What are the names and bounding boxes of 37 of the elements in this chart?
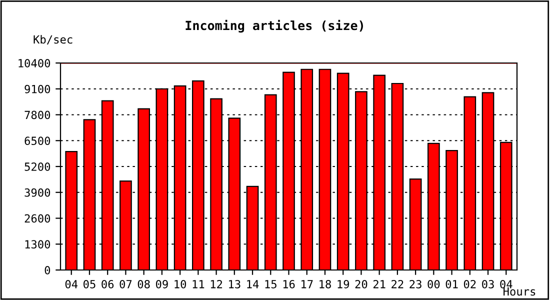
x-tick-label: 03 (482, 280, 494, 288)
x-tick-label: 19 (338, 280, 350, 288)
y-tick-label: 6500 (24, 136, 50, 146)
x-tick-label: 11 (192, 280, 204, 288)
y-tick-label: 5200 (24, 162, 50, 171)
x-tick-label: 00 (428, 280, 440, 288)
x-axis-title: Hours (504, 287, 536, 296)
x-tick-label: 12 (210, 280, 222, 288)
x-tick-label: 14 (247, 280, 259, 288)
x-tick-label: 23 (410, 280, 422, 288)
y-tick-label: 1300 (25, 240, 50, 249)
x-tick-label: 09 (156, 280, 168, 288)
x-tick-label: 13 (229, 280, 240, 288)
y-tick-label: 7800 (24, 110, 50, 120)
x-tick-label: 05 (84, 280, 96, 288)
y-tick-label: 2600 (24, 214, 50, 223)
y-axis-title: Kb/sec (34, 35, 72, 45)
x-tick-label: 15 (265, 280, 276, 288)
x-tick-label: 16 (283, 280, 295, 288)
x-tick-label: 21 (373, 280, 386, 288)
x-tick-label: 01 (446, 280, 458, 288)
x-tick-label: 04 (500, 280, 512, 288)
x-tick-label: 18 (320, 280, 331, 288)
x-tick-label: 22 (392, 280, 404, 288)
x-tick-label: 04 (65, 280, 78, 288)
y-tick-label: 3900 (24, 188, 50, 197)
y-tick-label: 0 (44, 266, 50, 274)
y-tick-label: 10400 (18, 59, 50, 68)
chart-title: Incoming articles (size) (186, 20, 363, 33)
x-tick-label: 02 (464, 280, 476, 288)
x-tick-label: 17 (302, 280, 313, 288)
x-tick-label: 10 (174, 280, 186, 288)
x-tick-label: 06 (102, 280, 114, 288)
x-tick-label: 08 (138, 280, 150, 288)
y-tick-label: 9100 (24, 84, 50, 94)
x-tick-label: 07 (120, 280, 132, 288)
x-tick-label: 20 (355, 280, 368, 288)
